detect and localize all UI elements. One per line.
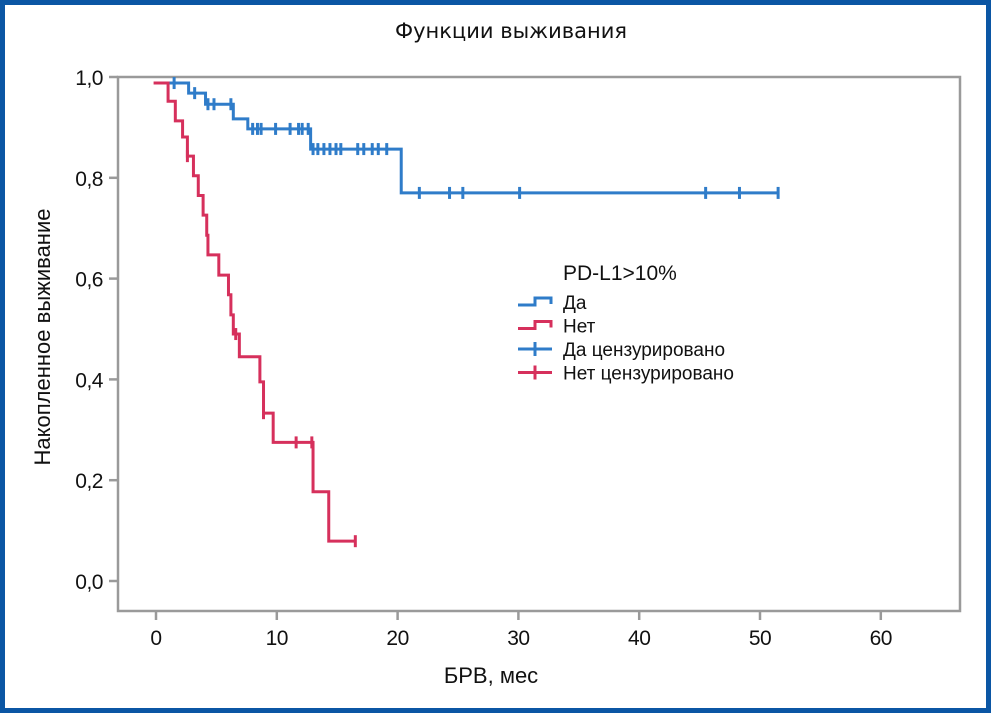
legend-label: Да цензурировано <box>563 340 725 361</box>
y-tick-label: 0,8 <box>75 168 103 191</box>
y-tick-label: 0,2 <box>75 470 103 493</box>
x-axis-label: БРВ, мес <box>444 663 538 688</box>
y-tick-label: 0,6 <box>75 269 103 292</box>
legend-item: Да цензурировано <box>518 340 725 361</box>
survival-curve-yes <box>156 81 779 195</box>
legend-item: Нет <box>518 317 596 338</box>
legend-step-symbol <box>518 296 553 307</box>
x-tick-label: 50 <box>749 627 771 650</box>
y-tick-label: 0,0 <box>75 571 103 594</box>
legend-step-symbol <box>518 320 553 330</box>
legend-label: Нет <box>563 317 596 338</box>
legend-label: Нет цензурировано <box>563 364 734 385</box>
y-tick-label: 0,4 <box>75 369 104 392</box>
series-no <box>153 81 357 548</box>
series-yes <box>156 77 780 199</box>
legend-label: Да <box>563 293 587 314</box>
legend-item: Да <box>518 293 587 314</box>
x-axis: 0 10 20 30 40 50 60 <box>150 611 892 650</box>
plot-area <box>116 75 962 613</box>
y-tick-label: 1,0 <box>75 67 103 90</box>
x-tick-label: 40 <box>628 627 650 650</box>
chart-title: Функции выживания <box>395 19 627 43</box>
series-layer <box>153 77 780 548</box>
x-tick-label: 20 <box>386 627 408 650</box>
legend-title: PD-L1>10% <box>563 262 677 285</box>
x-tick-label: 30 <box>507 627 529 650</box>
legend-item: Нет цензурировано <box>518 364 734 385</box>
y-axis: 0,0 0,2 0,4 0,6 0,8 1,0 <box>75 67 118 594</box>
x-tick-label: 10 <box>266 627 288 650</box>
x-tick-label: 0 <box>150 627 161 650</box>
survival-curve-no <box>153 81 356 543</box>
y-axis-label: Накопленное выживание <box>30 209 55 466</box>
x-tick-label: 60 <box>870 627 892 650</box>
